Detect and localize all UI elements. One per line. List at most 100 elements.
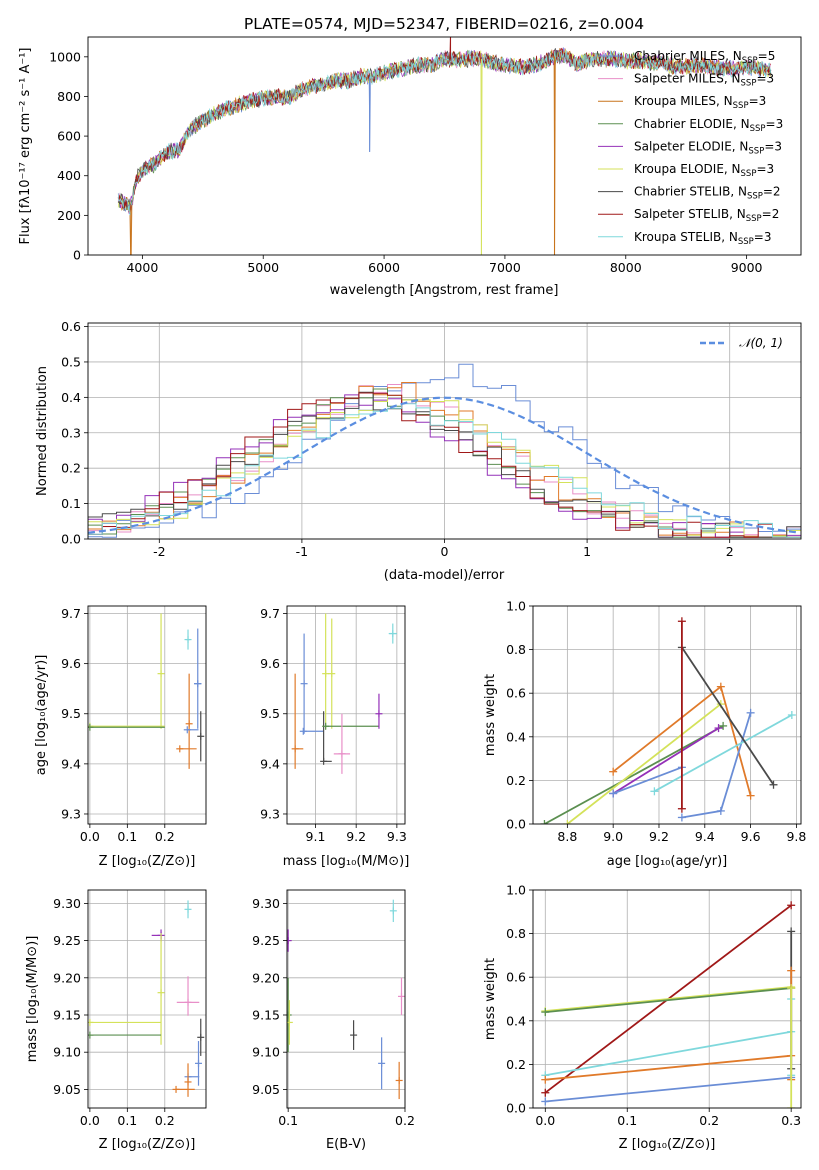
weight-line <box>612 727 719 795</box>
x-tick-label: 0.0 <box>535 1113 555 1128</box>
weight-series <box>650 711 796 796</box>
weight-line <box>544 725 724 824</box>
errorbar-point <box>300 633 308 734</box>
mass-vs-z-ylabel: mass [log₁₀(M/M⊙)] <box>25 936 40 1063</box>
y-tick-label: 0.1 <box>61 496 81 511</box>
y-tick-label: 0.4 <box>506 729 526 744</box>
legend-subscript: SSP <box>742 56 758 66</box>
errorbar-point <box>176 976 200 1016</box>
residuals-legend: 𝒩(0, 1) <box>700 336 783 350</box>
plot-marks <box>88 900 205 1097</box>
ticks: -2 -1 0 1 2 0.0 0.1 0.2 0.3 0.4 0.5 0.6 <box>61 319 734 559</box>
x-tick-label: 9000 <box>731 260 763 275</box>
y-tick-label: 0.6 <box>61 319 81 334</box>
legend-subscript: SSP <box>733 101 749 111</box>
y-tick-label: 800 <box>57 89 81 104</box>
massweight-vs-age-xlabel: age [log₁₀(age/yr)] <box>607 854 728 869</box>
mass-vs-z-xlabel: Z [log₁₀(Z/Z⊙)] <box>99 1137 196 1152</box>
x-tick-label: 0.1 <box>117 829 137 844</box>
mass-vs-z-panel: 0.0 0.1 0.2 9.05 9.10 9.15 9.20 9.25 9.30 Z [log… <box>25 889 207 1152</box>
errorbar-point <box>291 673 304 769</box>
errorbar-point <box>287 929 292 952</box>
errorbar-point <box>322 613 330 729</box>
x-tick-label: 0.2 <box>699 1113 719 1128</box>
legend-label: Chabrier MILES, NSSP=5 <box>634 49 775 66</box>
massweight-vs-age-plot-area: 8.8 9.0 9.2 9.4 9.6 9.8 0.0 0.2 0.4 0.6 0.8 1.0 <box>506 599 806 845</box>
axes-frame <box>87 36 802 256</box>
errorbar-point <box>88 1031 162 1039</box>
residuals-panel: -2 -1 0 1 2 0.0 0.1 0.2 0.3 0.4 0.5 0.6 𝒩(0, 1) (da… <box>35 319 802 583</box>
errorbar-point <box>88 723 165 731</box>
errorbar-point <box>397 977 405 1015</box>
plot-marks <box>541 901 796 1108</box>
errorbar-point <box>395 1061 403 1100</box>
legend-normal-label: 𝒩(0, 1) <box>739 336 783 350</box>
x-tick-label: 9.2 <box>346 829 366 844</box>
y-tick-label: 0.0 <box>506 817 526 832</box>
plot-marks <box>540 617 796 824</box>
axes-frame <box>87 889 207 1109</box>
age-vs-mass-plot-area: 9.1 9.2 9.3 9.3 9.4 9.5 9.6 9.7 <box>260 605 407 844</box>
axes-frame <box>532 889 802 1109</box>
x-tick-label: 0.2 <box>155 829 175 844</box>
x-tick-label: 9.4 <box>695 829 715 844</box>
y-tick-label: 0.2 <box>506 1057 526 1072</box>
y-tick-label: 9.05 <box>53 1082 81 1097</box>
legend-label: Salpeter ELODIE, NSSP=3 <box>634 139 782 156</box>
y-tick-label: 0.5 <box>61 354 81 369</box>
x-tick-label: 8000 <box>610 260 642 275</box>
y-tick-label: 0.2 <box>61 461 81 476</box>
y-tick-label: 0.0 <box>506 1101 526 1116</box>
mass-vs-ebv-panel: 0.1 0.2 9.05 9.10 9.15 9.20 9.25 9.30 E(B-V) <box>252 889 415 1152</box>
x-tick-label: 9.0 <box>603 829 623 844</box>
y-tick-label: 0.6 <box>506 686 526 701</box>
legend-label: Salpeter STELIB, NSSP=2 <box>634 207 779 224</box>
age-vs-z-ylabel: age [log₁₀(age/yr)] <box>34 655 49 776</box>
x-tick-label: 9.1 <box>306 829 326 844</box>
x-tick-label: 7000 <box>489 260 521 275</box>
grid <box>88 606 206 824</box>
errorbar-point <box>378 1037 386 1090</box>
y-tick-label: 1000 <box>49 49 81 64</box>
y-tick-label: 1.0 <box>506 883 526 898</box>
grid <box>287 606 405 824</box>
ticks: 4000 5000 6000 7000 8000 9000 0 200 400 600 800 100… <box>49 49 762 275</box>
legend-suffix: =3 <box>749 94 767 108</box>
legend-subscript: SSP <box>746 214 762 224</box>
y-tick-label: 9.6 <box>61 656 81 671</box>
y-tick-label: 0.0 <box>61 532 81 547</box>
legend-label: Chabrier STELIB, NSSP=2 <box>634 185 781 202</box>
age-vs-z-xlabel: Z [log₁₀(Z/Z⊙)] <box>99 854 196 869</box>
y-tick-label: 9.10 <box>252 1045 280 1060</box>
massweight-vs-z-plot-area: 0.0 0.1 0.2 0.3 0.0 0.2 0.4 0.6 0.8 1.0 <box>506 883 802 1128</box>
plot-marks <box>291 613 397 774</box>
mass-vs-z-plot-area: 0.0 0.1 0.2 9.05 9.10 9.15 9.20 9.25 9.30 <box>53 889 207 1128</box>
y-tick-label: 9.10 <box>53 1045 81 1060</box>
y-tick-label: 9.7 <box>260 606 280 621</box>
errorbar-point <box>197 711 205 762</box>
legend-label: Kroupa ELODIE, NSSP=3 <box>634 162 774 179</box>
errorbar-point <box>88 1018 162 1026</box>
y-tick-label: 9.3 <box>61 806 81 821</box>
errorbar-point <box>195 1041 203 1086</box>
y-tick-label: 9.4 <box>260 756 280 771</box>
y-tick-label: 0.3 <box>61 425 81 440</box>
legend-subscript: SSP <box>738 237 754 247</box>
x-tick-label: 9.6 <box>741 829 761 844</box>
mass-vs-ebv-plot-area: 0.1 0.2 9.05 9.10 9.15 9.20 9.25 9.30 <box>252 889 415 1128</box>
x-tick-label: 6000 <box>368 260 400 275</box>
axes-frame <box>87 322 802 540</box>
y-tick-label: 9.05 <box>252 1082 280 1097</box>
spectrum-legend: Chabrier MILES, NSSP=5 Salpeter MILES, NS… <box>598 49 783 247</box>
plot-marks <box>117 37 772 255</box>
errorbar-point <box>287 977 292 1053</box>
age-vs-z-panel: 0.0 0.1 0.2 9.3 9.4 9.5 9.6 9.7 Z [log₁₀(Z/Z⊙)]… <box>34 605 207 869</box>
y-tick-label: 0.8 <box>506 926 526 941</box>
y-tick-label: 9.15 <box>252 1007 280 1022</box>
weight-series <box>677 617 686 813</box>
y-tick-label: 9.5 <box>260 706 280 721</box>
axes-frame <box>532 605 802 825</box>
x-tick-label: 9.8 <box>786 829 806 844</box>
errorbar-point <box>176 745 197 753</box>
